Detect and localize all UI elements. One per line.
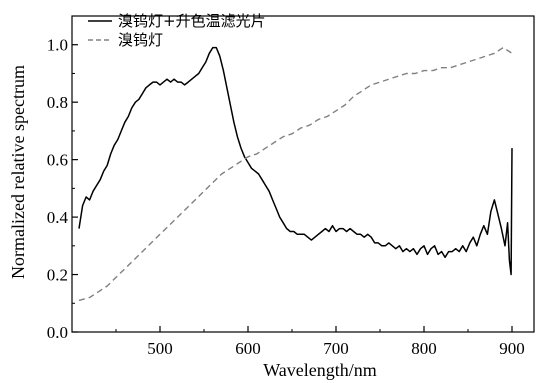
y-axis-label: Normalized relative spectrum [8, 65, 28, 279]
y-tick-label: 0.6 [47, 151, 68, 170]
y-tick-label: 0.4 [47, 208, 69, 227]
x-axis-label: Wavelength/nm [263, 360, 377, 380]
x-tick-label: 700 [323, 339, 349, 358]
legend-label: 溴钨灯+升色温滤光片 [118, 12, 266, 30]
x-tick-label: 500 [147, 339, 173, 358]
y-tick-label: 0.0 [47, 323, 68, 342]
x-tick-label: 900 [499, 339, 525, 358]
series-line-tungsten-lamp [78, 46, 513, 302]
y-tick-label: 0.2 [47, 266, 68, 285]
series-lines [78, 46, 513, 302]
y-tick-label: 1.0 [47, 36, 68, 55]
ticks: 500 600 700 800 900 0.0 0.2 0.4 0.6 0.8 1.0 [47, 36, 525, 358]
axes [71, 15, 535, 333]
x-tick-label: 600 [235, 339, 261, 358]
y-tick-label: 0.8 [47, 93, 68, 112]
plot-frame [71, 15, 535, 333]
legend-label: 溴钨灯 [118, 31, 163, 49]
series-line-filtered-lamp [78, 46, 513, 276]
x-tick-label: 800 [411, 339, 437, 358]
